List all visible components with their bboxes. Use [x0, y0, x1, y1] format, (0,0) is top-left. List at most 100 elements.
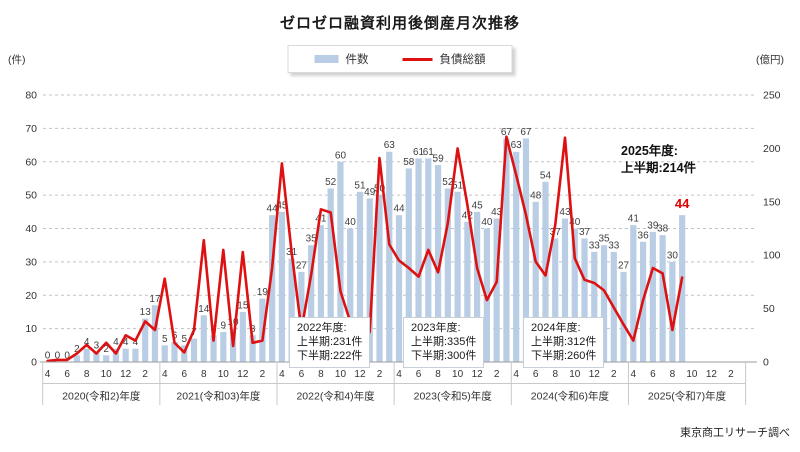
month-tick-label: 4	[396, 369, 402, 380]
month-tick-label: 4	[45, 369, 51, 380]
bar-value-label: 63	[511, 140, 523, 151]
left-axis-unit: (件)	[8, 54, 26, 66]
bar-value-label: 67	[501, 127, 513, 138]
bar	[151, 305, 159, 362]
bar-value-label: 60	[335, 150, 347, 161]
annotation-fy2024-title: 2024年度:	[531, 322, 581, 334]
right-axis-tick: 250	[763, 90, 781, 102]
bar	[93, 351, 100, 362]
bar	[649, 231, 656, 362]
bar-value-label: 52	[325, 177, 337, 188]
fiscal-year-label: 2023(令和5)年度	[414, 390, 493, 403]
annotation-fy2024-h1: 上半期:312件	[531, 336, 597, 348]
bar	[464, 221, 471, 362]
month-tick-label: 12	[706, 369, 718, 380]
bar-value-label: 4	[123, 337, 129, 348]
bar	[327, 188, 334, 362]
bar-value-label: 27	[296, 260, 308, 271]
bar-value-label: 17	[149, 294, 161, 305]
month-tick-label: 8	[435, 369, 441, 380]
bar-value-label: 15	[237, 300, 249, 311]
month-tick-label: 10	[452, 369, 464, 380]
bar-value-label: 58	[403, 157, 415, 168]
bar	[405, 168, 412, 362]
bar	[561, 218, 569, 362]
month-tick-label: 2	[611, 369, 617, 380]
bar	[239, 311, 246, 362]
bar	[142, 318, 149, 362]
bar-value-label: 35	[598, 234, 610, 245]
legend-bar-label: 件数	[345, 54, 369, 66]
bar-value-label: 2	[103, 344, 109, 355]
annotation-fy2023-h1: 上半期:335件	[411, 336, 477, 348]
bar	[679, 215, 686, 362]
bar-value-label: 51	[354, 180, 366, 191]
bar-value-label: 33	[608, 240, 620, 251]
month-tick-label: 6	[533, 369, 539, 380]
bar-value-label: 30	[667, 250, 679, 261]
bar	[122, 348, 129, 362]
annotation-fy2022-h1: 上半期:231件	[297, 336, 363, 348]
bar	[444, 188, 451, 362]
bar	[366, 198, 373, 362]
annotation-fy2022-h2: 下半期:222件	[297, 350, 363, 362]
latest-value-label: 44	[675, 196, 690, 211]
bar	[454, 191, 461, 362]
annotation-fy2024: 2024年度: 上半期:312件 下半期:260件	[523, 317, 605, 368]
bar	[591, 251, 598, 362]
bar-value-label: 4	[113, 337, 119, 348]
fiscal-year-label: 2020(令和2)年度	[62, 390, 141, 403]
right-axis-tick: 200	[763, 143, 781, 155]
bar-value-label: 37	[550, 227, 562, 238]
bar-value-label: 67	[520, 127, 532, 138]
left-axis-tick: 20	[25, 290, 37, 302]
right-axis-tick: 50	[763, 303, 775, 315]
annotation-fy2022: 2022年度: 上半期:231件 下半期:222件	[289, 317, 371, 368]
bar	[659, 235, 666, 362]
bar	[425, 158, 432, 362]
bar	[493, 218, 500, 362]
bar-value-label: 19	[257, 287, 269, 298]
month-tick-label: 6	[181, 369, 187, 380]
bar	[522, 138, 530, 362]
left-axis-tick: 70	[25, 123, 37, 135]
month-tick-label: 8	[201, 369, 207, 380]
bar	[532, 201, 539, 362]
bar-value-label: 40	[345, 217, 357, 228]
bar-value-label: 0	[64, 351, 70, 362]
bar	[356, 191, 364, 362]
annotation-fy2023: 2023年度: 上半期:335件 下半期:300件	[403, 317, 485, 368]
bar-value-label: 39	[647, 220, 659, 231]
month-tick-label: 8	[552, 369, 558, 380]
bar	[620, 271, 627, 362]
month-tick-label: 10	[101, 369, 113, 380]
bar-value-label: 35	[306, 234, 318, 245]
bar	[669, 261, 676, 362]
left-axis-tick: 60	[25, 156, 37, 168]
month-tick-label: 2	[377, 369, 383, 380]
bar	[278, 211, 285, 362]
left-axis-tick: 30	[25, 256, 37, 268]
bar-value-label: 4	[133, 337, 139, 348]
month-tick-label: 4	[513, 369, 519, 380]
month-tick-label: 12	[237, 369, 249, 380]
bar	[415, 158, 422, 362]
annotation-fy2024-h2: 下半期:260件	[531, 350, 597, 362]
bar-value-label: 0	[55, 351, 61, 362]
bar	[395, 215, 403, 362]
month-tick-label: 10	[218, 369, 230, 380]
bar-value-label: 41	[628, 214, 640, 225]
bar-value-label: 27	[618, 260, 630, 271]
line-series-swatch-icon	[402, 57, 433, 61]
bar-value-label: 54	[540, 170, 552, 181]
bar	[347, 228, 354, 362]
right-axis-tick: 150	[763, 196, 781, 208]
left-axis-tick: 10	[25, 323, 37, 335]
bar-value-label: 5	[162, 334, 168, 345]
bar-value-label: 52	[442, 177, 454, 188]
month-tick-label: 12	[472, 369, 484, 380]
bar	[386, 151, 393, 362]
bar-value-label: 45	[276, 200, 288, 211]
